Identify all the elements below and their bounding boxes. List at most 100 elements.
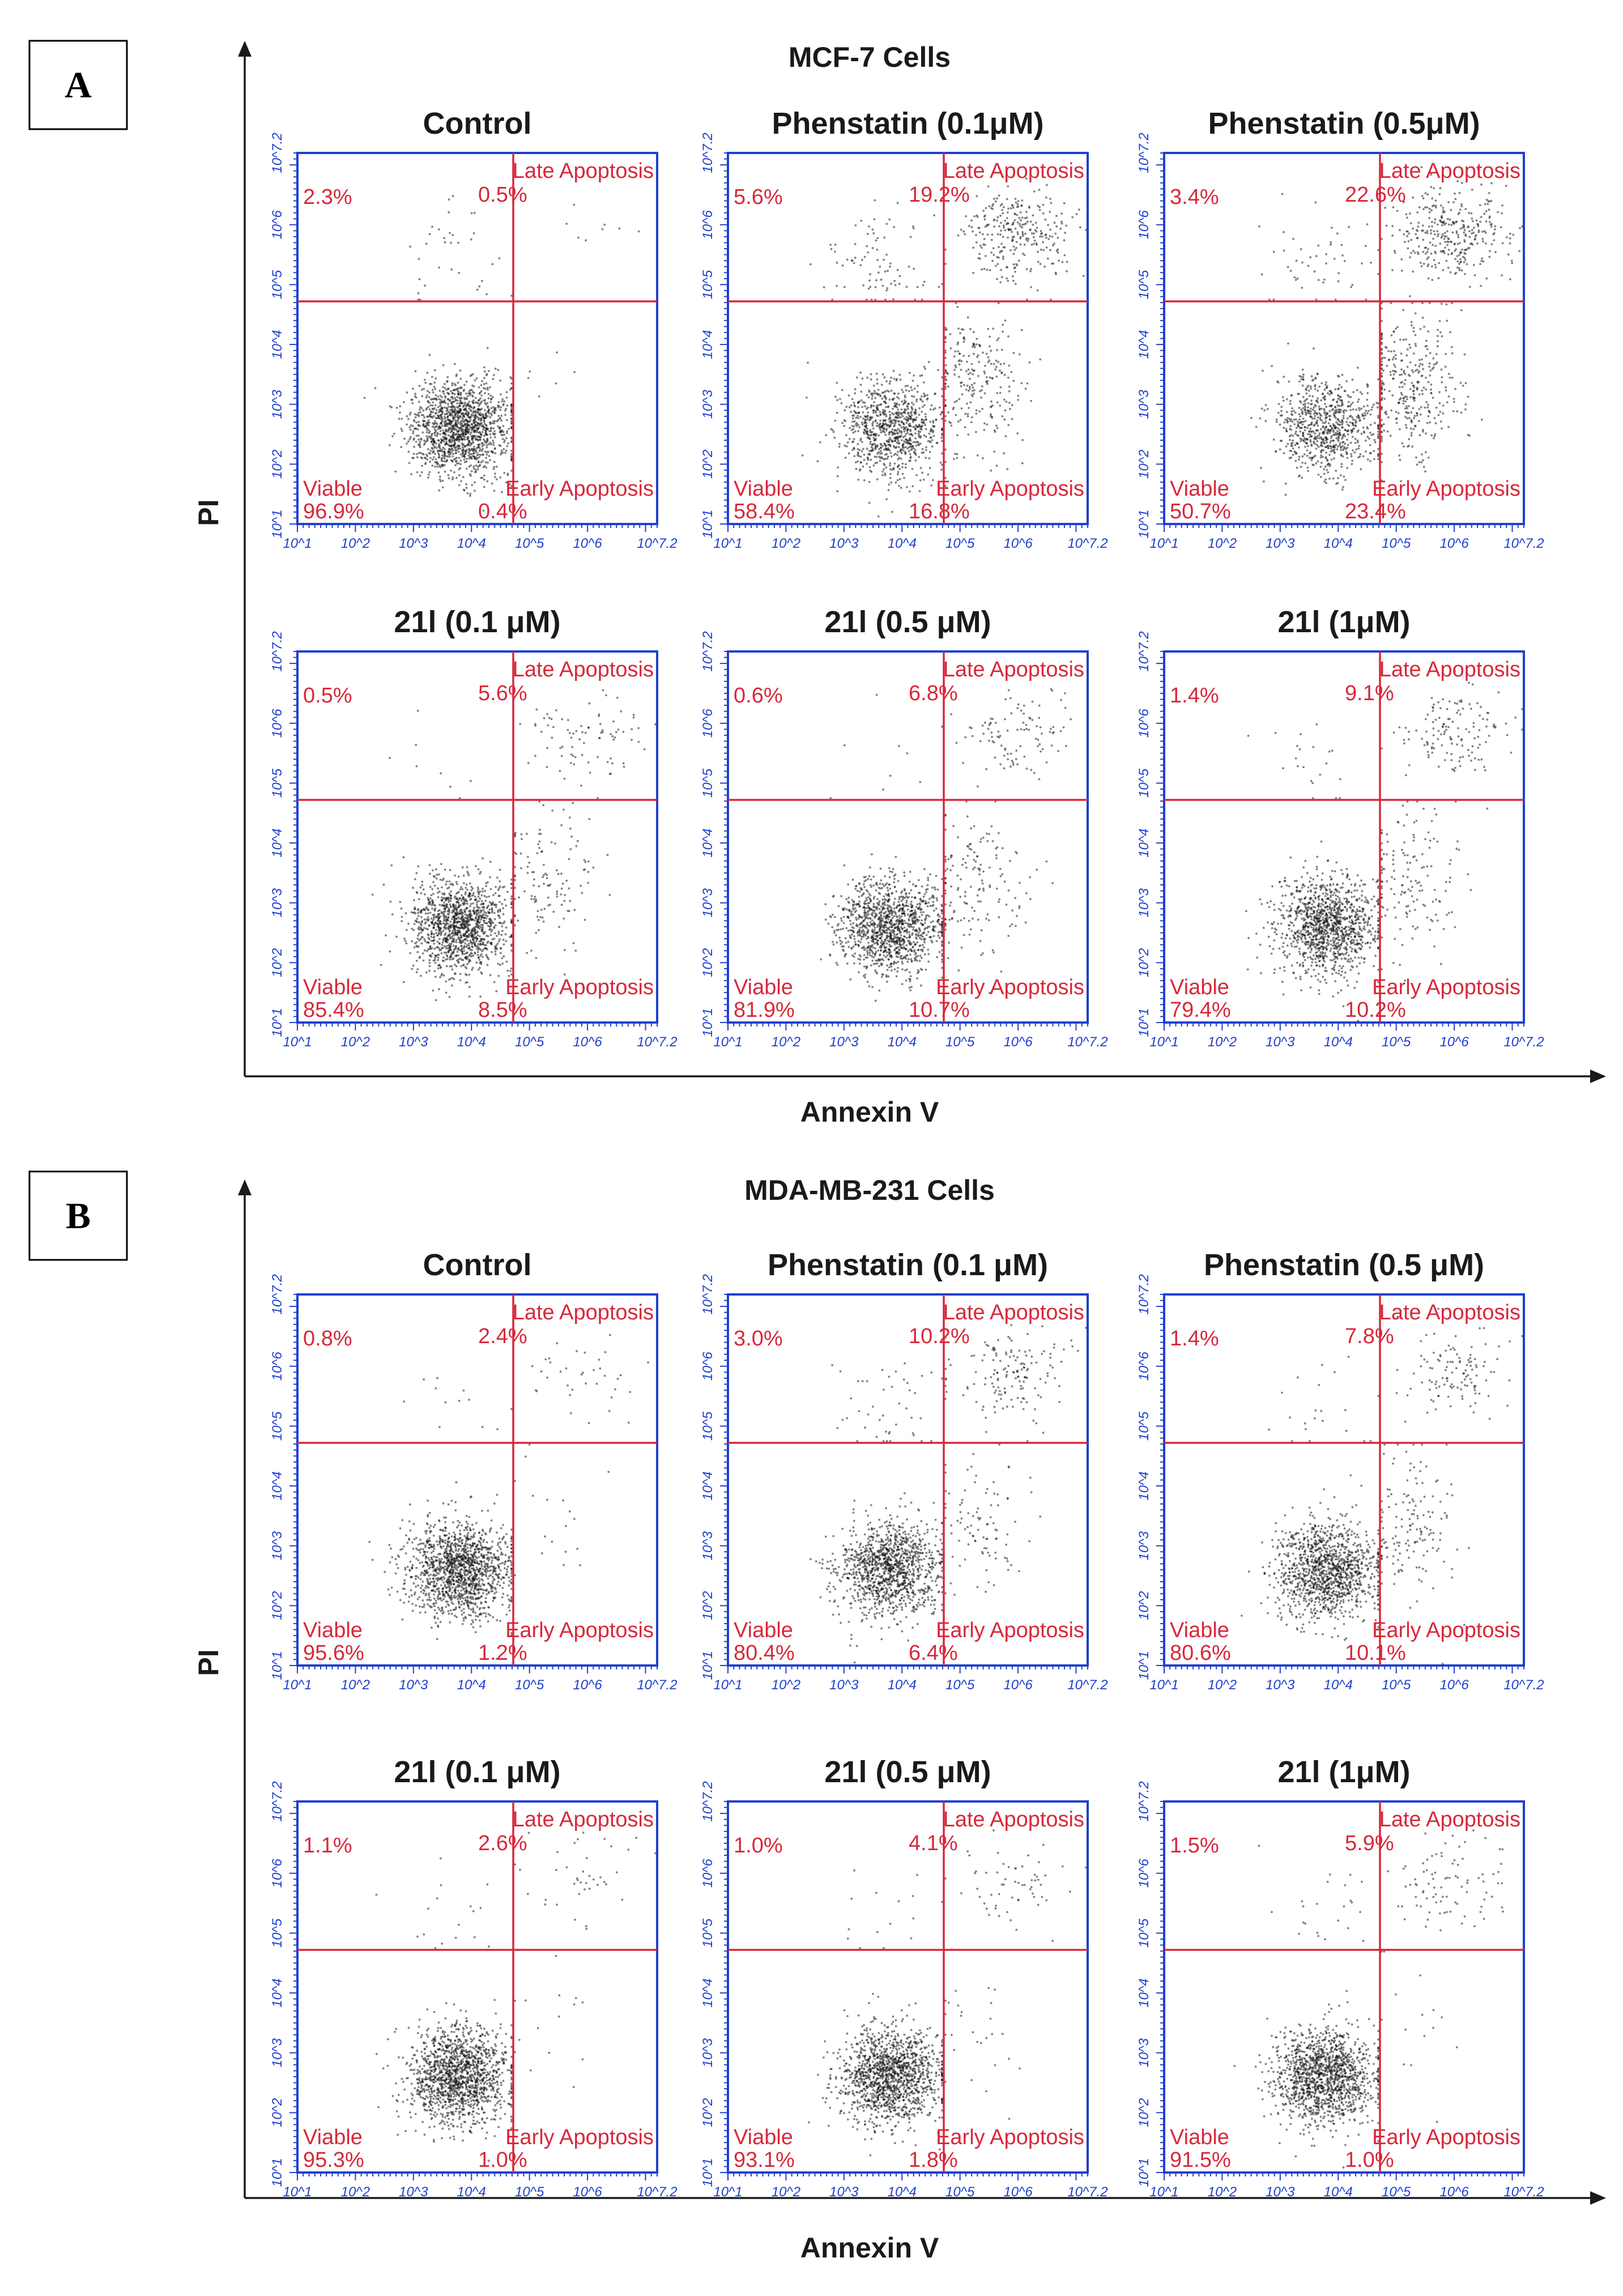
event-dot (854, 430, 857, 433)
event-dot (1016, 432, 1019, 435)
event-dot (857, 448, 859, 450)
event-dot (1412, 428, 1415, 431)
event-dot (990, 469, 992, 472)
event-dot (1485, 220, 1488, 223)
event-dot (1510, 259, 1513, 262)
event-dot (876, 259, 879, 261)
event-dot (486, 437, 489, 440)
event-dot (968, 407, 970, 409)
event-dot (390, 406, 393, 408)
event-dot (467, 448, 470, 450)
event-dot (867, 396, 870, 399)
event-dot (959, 419, 962, 421)
event-dot (1424, 406, 1426, 409)
event-dot (1004, 409, 1007, 412)
plot-title: Control (423, 107, 532, 140)
event-dot (506, 404, 509, 407)
event-dot (1301, 455, 1304, 458)
event-dot (1370, 261, 1372, 264)
event-dot (1408, 343, 1411, 346)
event-dot (932, 435, 935, 437)
event-dot (922, 284, 925, 287)
event-dot (845, 434, 847, 437)
event-dot (418, 451, 420, 454)
event-dot (1404, 400, 1407, 403)
event-dot (919, 428, 922, 430)
event-dot (1344, 435, 1347, 437)
event-dot (471, 423, 473, 426)
event-dot (479, 448, 482, 451)
event-dot (945, 370, 948, 372)
event-dot (1406, 348, 1409, 351)
event-dot (1426, 406, 1429, 409)
event-dot (418, 420, 420, 423)
quadrant-lr-name: Early Apoptosis (1372, 477, 1520, 501)
event-dot (1061, 261, 1064, 263)
event-dot (967, 368, 970, 371)
event-dot (932, 421, 935, 424)
event-dot (1403, 371, 1405, 374)
event-dot (917, 432, 920, 435)
event-dot (858, 426, 861, 429)
event-dot (911, 380, 914, 382)
event-dot (444, 448, 446, 450)
event-dot (457, 393, 460, 395)
event-dot (959, 332, 961, 335)
event-dot (434, 461, 437, 463)
event-dot (1480, 183, 1483, 186)
event-dot (573, 203, 576, 206)
event-dot (1012, 221, 1015, 224)
event-dot (1415, 233, 1417, 236)
event-dot (449, 453, 452, 455)
event-dot (1279, 440, 1282, 442)
event-dot (482, 509, 485, 512)
event-dot (443, 455, 445, 458)
event-dot (1505, 185, 1507, 187)
event-dot (929, 430, 932, 433)
event-dot (1349, 441, 1352, 444)
event-dot (1462, 255, 1464, 258)
event-dot (1432, 357, 1435, 360)
event-dot (1404, 416, 1407, 419)
event-dot (1434, 263, 1437, 266)
event-dot (1039, 235, 1041, 238)
event-dot (446, 407, 449, 410)
event-dot (906, 385, 909, 387)
event-dot (879, 414, 882, 416)
event-dot (1340, 446, 1343, 449)
event-dot (1328, 390, 1331, 393)
event-dot (957, 234, 960, 237)
event-dot (455, 438, 458, 440)
event-dot (440, 438, 442, 440)
event-dot (1445, 389, 1447, 392)
event-dot (1409, 346, 1412, 349)
event-dot (1279, 448, 1281, 451)
event-dot (1385, 224, 1388, 227)
event-dot (445, 433, 447, 436)
event-dot (435, 409, 438, 411)
event-dot (1442, 207, 1445, 209)
event-dot (1285, 428, 1288, 430)
event-dot (913, 395, 915, 398)
y-tick-label: 10^3 (1136, 389, 1152, 419)
event-dot (1293, 423, 1296, 425)
event-dot (489, 416, 492, 419)
event-dot (1023, 223, 1026, 225)
event-dot (882, 419, 885, 422)
event-dot (1500, 226, 1502, 228)
event-dot (444, 417, 446, 420)
event-dot (418, 401, 420, 403)
event-dot (483, 418, 485, 420)
event-dot (1037, 250, 1039, 253)
event-dot (466, 431, 468, 433)
event-dot (997, 337, 1000, 340)
event-dot (425, 394, 428, 397)
event-dot (854, 392, 857, 395)
event-dot (1296, 277, 1299, 280)
event-dot (1435, 361, 1438, 364)
event-dot (1427, 457, 1430, 459)
event-dot (1314, 443, 1317, 445)
event-dot (1002, 258, 1004, 260)
event-dot (439, 403, 442, 406)
event-dot (1388, 390, 1391, 393)
